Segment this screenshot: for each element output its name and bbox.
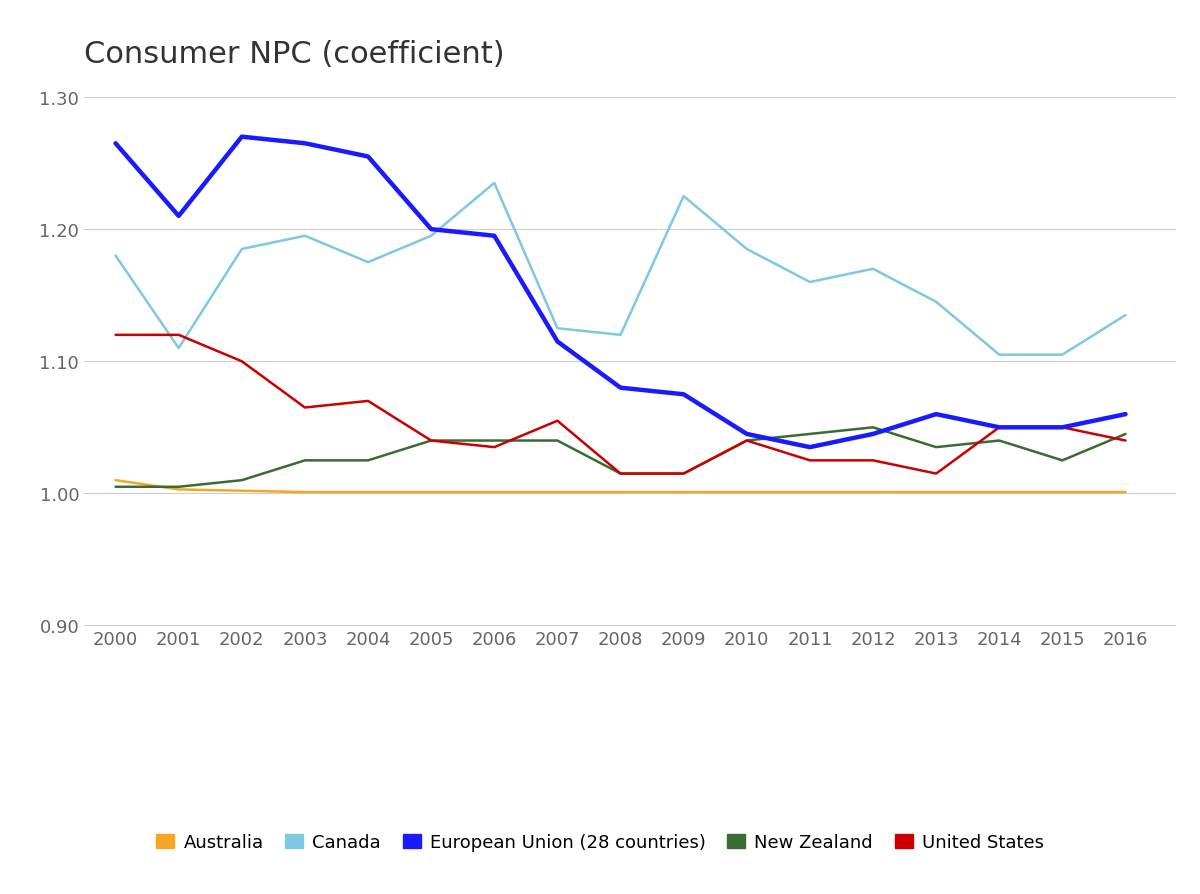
United States: [424, 435, 438, 446]
United States: [1055, 423, 1069, 434]
European Union (28 countries): [108, 139, 122, 149]
Australia: [361, 487, 376, 498]
European Union (28 countries): [361, 152, 376, 163]
European Union (28 countries): [613, 383, 628, 393]
Australia: [739, 487, 754, 498]
New Zealand: [172, 482, 186, 493]
Australia: [1055, 487, 1069, 498]
New Zealand: [866, 423, 881, 434]
Australia: [108, 476, 122, 486]
Canada: [551, 324, 565, 334]
Canada: [677, 191, 691, 202]
European Union (28 countries): [551, 337, 565, 348]
United States: [172, 330, 186, 341]
United States: [803, 455, 817, 466]
European Union (28 countries): [235, 132, 250, 143]
United States: [992, 423, 1007, 434]
United States: [613, 468, 628, 479]
Line: Australia: Australia: [115, 481, 1126, 493]
Canada: [298, 232, 312, 242]
Text: Consumer NPC (coefficient): Consumer NPC (coefficient): [84, 40, 505, 69]
Australia: [235, 485, 250, 496]
Canada: [866, 264, 881, 274]
Canada: [739, 244, 754, 255]
United States: [929, 468, 943, 479]
United States: [108, 330, 122, 341]
New Zealand: [992, 435, 1007, 446]
New Zealand: [361, 455, 376, 466]
New Zealand: [613, 468, 628, 479]
European Union (28 countries): [929, 409, 943, 420]
Australia: [551, 487, 565, 498]
European Union (28 countries): [172, 211, 186, 222]
Australia: [298, 487, 312, 498]
Australia: [487, 487, 502, 498]
New Zealand: [929, 443, 943, 453]
Canada: [803, 277, 817, 288]
European Union (28 countries): [739, 429, 754, 440]
New Zealand: [677, 468, 691, 479]
Australia: [1118, 487, 1133, 498]
United States: [677, 468, 691, 479]
New Zealand: [298, 455, 312, 466]
Canada: [1118, 310, 1133, 321]
United States: [235, 357, 250, 367]
Australia: [424, 487, 438, 498]
New Zealand: [551, 435, 565, 446]
European Union (28 countries): [803, 443, 817, 453]
New Zealand: [487, 435, 502, 446]
United States: [1118, 435, 1133, 446]
Legend: Australia, Canada, European Union (28 countries), New Zealand, United States: Australia, Canada, European Union (28 co…: [149, 826, 1051, 858]
New Zealand: [739, 435, 754, 446]
European Union (28 countries): [487, 232, 502, 242]
European Union (28 countries): [1055, 423, 1069, 434]
United States: [487, 443, 502, 453]
Canada: [487, 178, 502, 189]
Line: European Union (28 countries): European Union (28 countries): [115, 138, 1126, 448]
New Zealand: [424, 435, 438, 446]
Australia: [172, 485, 186, 495]
New Zealand: [1118, 429, 1133, 440]
United States: [866, 455, 881, 466]
European Union (28 countries): [1118, 409, 1133, 420]
Line: New Zealand: New Zealand: [115, 428, 1126, 487]
European Union (28 countries): [866, 429, 881, 440]
Australia: [803, 487, 817, 498]
United States: [298, 402, 312, 413]
Australia: [866, 487, 881, 498]
Line: United States: United States: [115, 335, 1126, 474]
Australia: [677, 487, 691, 498]
Canada: [424, 232, 438, 242]
Canada: [992, 350, 1007, 360]
Australia: [929, 487, 943, 498]
Canada: [361, 257, 376, 268]
Australia: [613, 487, 628, 498]
Canada: [172, 343, 186, 354]
Australia: [992, 487, 1007, 498]
Canada: [1055, 350, 1069, 360]
New Zealand: [1055, 455, 1069, 466]
Canada: [235, 244, 250, 255]
Canada: [929, 297, 943, 308]
Line: Canada: Canada: [115, 183, 1126, 355]
European Union (28 countries): [424, 224, 438, 235]
New Zealand: [108, 482, 122, 493]
United States: [739, 435, 754, 446]
United States: [551, 416, 565, 426]
New Zealand: [803, 429, 817, 440]
European Union (28 countries): [298, 139, 312, 149]
Canada: [108, 251, 122, 262]
Canada: [613, 330, 628, 341]
European Union (28 countries): [677, 390, 691, 401]
New Zealand: [235, 476, 250, 486]
European Union (28 countries): [992, 423, 1007, 434]
United States: [361, 396, 376, 407]
